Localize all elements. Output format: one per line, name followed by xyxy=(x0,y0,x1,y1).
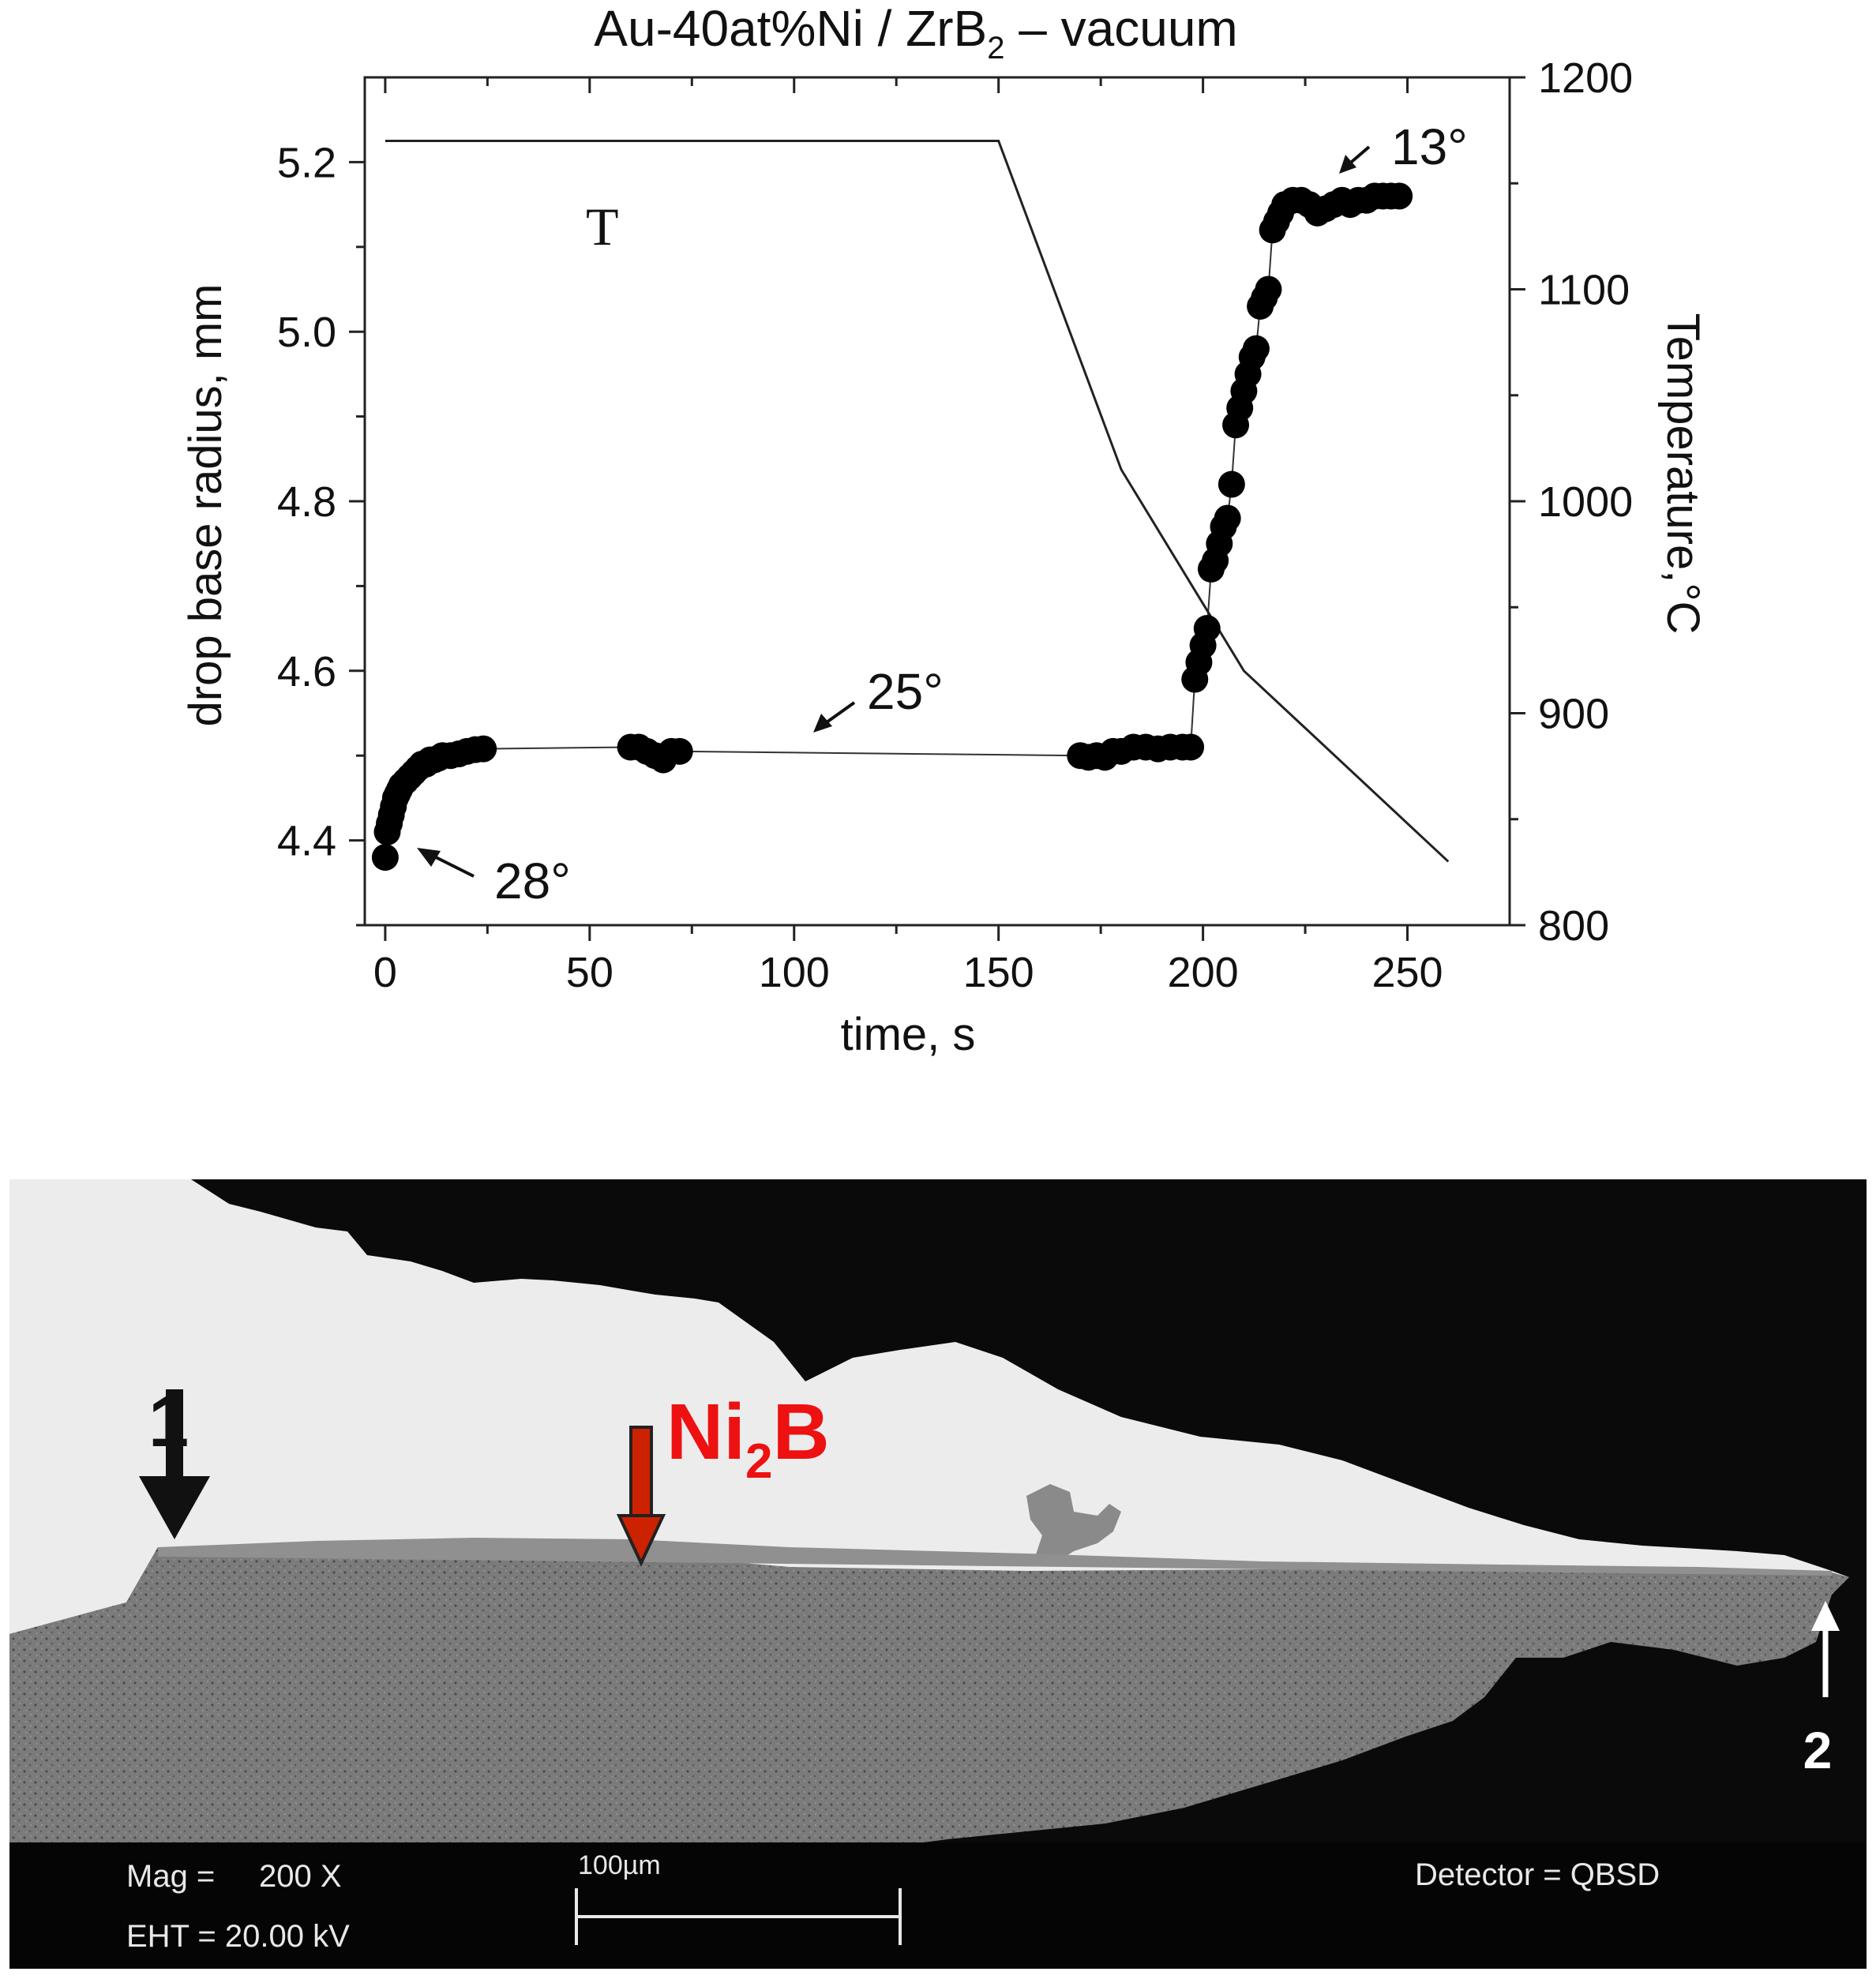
annotation-28: 28° xyxy=(417,848,571,909)
y2-tick-label: 1000 xyxy=(1538,478,1633,526)
y-tick-label: 4.8 xyxy=(277,478,336,526)
ni2b-interface-layer xyxy=(158,1538,1832,1576)
mag-value: 200 X xyxy=(259,1859,342,1894)
y2-tick-label: 800 xyxy=(1538,902,1609,950)
mag-label: Mag = xyxy=(126,1859,215,1894)
y-axis-label: drop base radius, mm xyxy=(180,284,231,727)
reaction-zone-blob xyxy=(1026,1484,1121,1561)
x-tick-label: 100 xyxy=(759,949,830,996)
gold-alloy-drop xyxy=(9,1179,1849,1634)
radius-point xyxy=(470,735,497,763)
chart-title: Au-40at%Ni / ZrB2 – vacuum xyxy=(594,0,1237,66)
radius-point xyxy=(1242,335,1270,362)
x-tick-label: 200 xyxy=(1168,949,1239,996)
radius-point xyxy=(1255,275,1282,303)
radius-data-points xyxy=(371,182,1413,871)
y2-tick-label: 1200 xyxy=(1538,54,1633,102)
x-tick-label: 150 xyxy=(963,949,1034,996)
radius-point xyxy=(666,737,693,765)
radius-point xyxy=(1386,182,1413,210)
scalebar-label: 100µm xyxy=(578,1850,661,1880)
x-tick-label: 250 xyxy=(1371,949,1443,996)
svg-text:28°: 28° xyxy=(494,853,571,909)
label-1: 1 xyxy=(148,1381,189,1462)
scale-bar xyxy=(575,1888,902,1945)
y-axis-ticks: 4.4 4.6 4.8 5.0 5.2 xyxy=(277,139,365,927)
eht-label: EHT = 20.00 kV xyxy=(126,1919,350,1954)
annotation-25: 25° xyxy=(813,663,944,733)
zrb2-substrate xyxy=(9,1547,1849,1842)
y2-axis-ticks: 800 900 1000 1100 1200 xyxy=(1510,54,1633,950)
svg-text:13°: 13° xyxy=(1391,118,1468,175)
arrow-1: 1 xyxy=(139,1381,210,1539)
annotation-13: 13° xyxy=(1339,118,1468,175)
detector-label: Detector = QBSD xyxy=(1415,1857,1660,1892)
label-2: 2 xyxy=(1803,1721,1833,1779)
wetting-kinetics-chart: Au-40at%Ni / ZrB2 – vacuum 0 50 100 150 200 2… xyxy=(180,0,1709,1060)
y-tick-label: 5.2 xyxy=(277,139,336,186)
ni2b-arrow xyxy=(616,1426,666,1567)
y2-tick-label: 1100 xyxy=(1538,267,1630,314)
x-axis-ticks: 0 50 100 150 200 250 xyxy=(373,77,1443,996)
y2-tick-label: 900 xyxy=(1538,691,1609,738)
radius-point xyxy=(1177,733,1205,761)
info-bar xyxy=(9,1842,1867,1969)
temperature-series-line xyxy=(385,140,1450,863)
radius-point xyxy=(1214,504,1241,532)
y-tick-label: 4.4 xyxy=(277,818,336,865)
x-axis-label: time, s xyxy=(841,1009,976,1060)
arrow-2: 2 xyxy=(1803,1601,1840,1779)
y-tick-label: 4.6 xyxy=(277,648,336,695)
y2-axis-label: Temperature,°C xyxy=(1657,313,1709,635)
radius-point xyxy=(371,844,399,871)
x-tick-label: 50 xyxy=(566,949,613,996)
radius-point xyxy=(1193,615,1221,643)
svg-text:25°: 25° xyxy=(867,663,944,720)
radius-point xyxy=(1218,470,1245,498)
temperature-series-label: T xyxy=(586,197,619,257)
ni2b-label: Ni2B xyxy=(666,1388,830,1489)
y-tick-label: 5.0 xyxy=(277,309,336,356)
x-tick-label: 0 xyxy=(373,949,397,996)
